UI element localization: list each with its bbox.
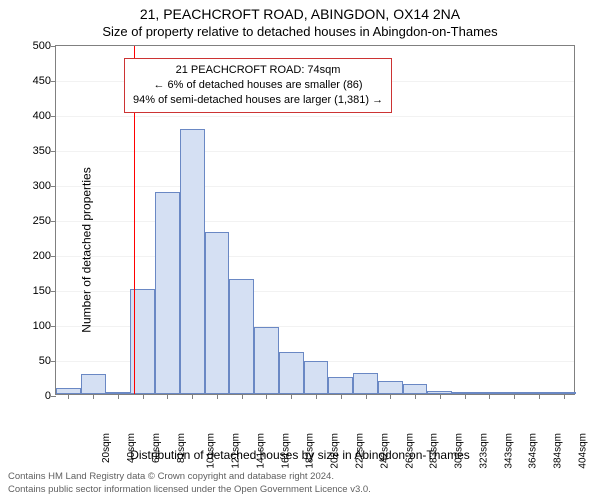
- x-tick-mark: [539, 394, 540, 399]
- y-tick-label: 250: [21, 215, 51, 227]
- y-tick-label: 50: [21, 355, 51, 367]
- histogram-bar: [254, 327, 279, 394]
- histogram-bar: [205, 232, 230, 394]
- histogram-bar: [304, 361, 329, 394]
- plot-area: 05010015020025030035040045050020sqm40sqm…: [55, 45, 575, 395]
- x-tick-mark: [415, 394, 416, 399]
- y-tick-mark: [51, 81, 56, 82]
- y-tick-mark: [51, 361, 56, 362]
- x-tick-mark: [291, 394, 292, 399]
- x-tick-mark: [266, 394, 267, 399]
- x-tick-mark: [167, 394, 168, 399]
- x-tick-mark: [93, 394, 94, 399]
- histogram-bar: [378, 381, 403, 394]
- footer: Contains HM Land Registry data © Crown c…: [8, 471, 371, 496]
- page-title: 21, PEACHCROFT ROAD, ABINGDON, OX14 2NA: [0, 0, 600, 22]
- y-tick-label: 350: [21, 145, 51, 157]
- histogram-bar: [229, 279, 254, 395]
- histogram-bar: [353, 373, 378, 394]
- x-tick-mark: [143, 394, 144, 399]
- y-tick-mark: [51, 326, 56, 327]
- histogram-bar: [180, 129, 205, 394]
- y-tick-label: 400: [21, 110, 51, 122]
- y-tick-mark: [51, 46, 56, 47]
- y-tick-label: 0: [21, 390, 51, 402]
- y-tick-label: 150: [21, 285, 51, 297]
- y-tick-mark: [51, 151, 56, 152]
- y-tick-mark: [51, 186, 56, 187]
- footer-line-2: Contains public sector information licen…: [8, 484, 371, 496]
- x-tick-mark: [564, 394, 565, 399]
- y-tick-label: 500: [21, 40, 51, 52]
- page-subtitle: Size of property relative to detached ho…: [0, 22, 600, 39]
- y-tick-label: 300: [21, 180, 51, 192]
- histogram-bar: [328, 377, 353, 394]
- chart-container: Number of detached properties 0501001502…: [0, 40, 600, 460]
- x-tick-mark: [440, 394, 441, 399]
- x-axis-label: Distribution of detached houses by size …: [0, 448, 600, 462]
- y-tick-mark: [51, 291, 56, 292]
- x-tick-mark: [217, 394, 218, 399]
- y-tick-label: 100: [21, 320, 51, 332]
- x-tick-mark: [118, 394, 119, 399]
- annotation-line: 94% of semi-detached houses are larger (…: [133, 93, 383, 108]
- x-tick-mark: [489, 394, 490, 399]
- x-tick-mark: [68, 394, 69, 399]
- x-tick-mark: [465, 394, 466, 399]
- x-tick-mark: [390, 394, 391, 399]
- x-tick-mark: [242, 394, 243, 399]
- histogram-bar: [403, 384, 428, 395]
- annotation-box: 21 PEACHCROFT ROAD: 74sqm← 6% of detache…: [124, 58, 392, 113]
- annotation-line: 21 PEACHCROFT ROAD: 74sqm: [133, 63, 383, 78]
- x-tick-mark: [316, 394, 317, 399]
- y-tick-mark: [51, 221, 56, 222]
- x-tick-mark: [514, 394, 515, 399]
- y-tick-mark: [51, 396, 56, 397]
- histogram-bar: [155, 192, 180, 394]
- annotation-line: ← 6% of detached houses are smaller (86): [133, 78, 383, 93]
- footer-line-1: Contains HM Land Registry data © Crown c…: [8, 471, 371, 483]
- y-tick-label: 450: [21, 75, 51, 87]
- x-tick-mark: [192, 394, 193, 399]
- histogram-bar: [81, 374, 106, 394]
- x-tick-mark: [341, 394, 342, 399]
- y-tick-mark: [51, 256, 56, 257]
- x-tick-mark: [366, 394, 367, 399]
- y-tick-mark: [51, 116, 56, 117]
- histogram-bar: [279, 352, 304, 394]
- y-tick-label: 200: [21, 250, 51, 262]
